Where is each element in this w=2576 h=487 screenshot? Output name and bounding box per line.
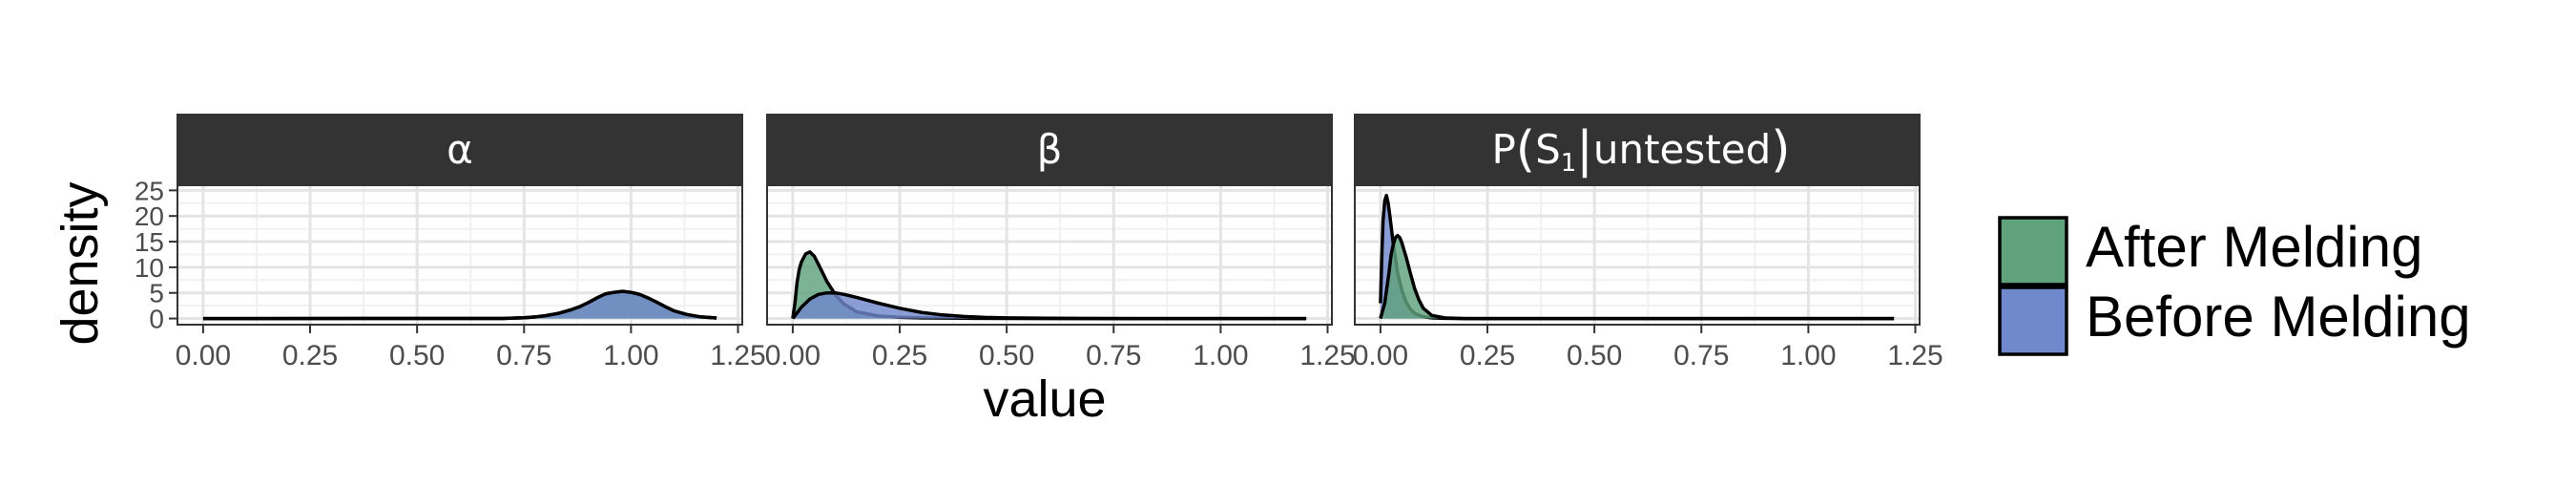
label-subject: S	[1535, 126, 1561, 173]
x-tick-label: 0.00	[1353, 340, 1408, 371]
facet-strip	[766, 114, 1333, 186]
y-tick-label: 15	[135, 227, 164, 257]
x-tick-label: 1.25	[1299, 340, 1355, 371]
legend-label: Before Melding	[2086, 285, 2471, 349]
x-tick-label: 0.50	[1567, 340, 1622, 371]
label-subscript: 1	[1561, 149, 1577, 178]
x-tick-label: 0.50	[979, 340, 1034, 371]
facet-strip-label: β	[1037, 126, 1063, 173]
x-tick-label: 1.25	[710, 340, 765, 371]
x-tick-label: 0.75	[1673, 340, 1729, 371]
x-axis-title: value	[983, 371, 1106, 428]
x-tick-label: 0.00	[176, 340, 231, 371]
legend-key	[1998, 216, 2068, 286]
y-axis-title: density	[52, 181, 109, 345]
y-tick-label: 10	[135, 253, 164, 283]
x-tick-label: 0.00	[765, 340, 821, 371]
x-tick-label: 1.25	[1887, 340, 1942, 371]
y-tick-label: 25	[135, 176, 164, 205]
label-condition: untested	[1593, 126, 1771, 173]
panel-border	[177, 184, 743, 326]
x-tick-label: 1.00	[1193, 340, 1248, 371]
label-open-paren: (	[1516, 121, 1535, 179]
x-tick-label: 0.25	[1460, 340, 1515, 371]
label-close-paren: )	[1771, 121, 1790, 179]
y-tick-label: 5	[149, 279, 164, 308]
facet-strip-label: α	[447, 126, 473, 173]
facet-panel: P(S1|untested) 0.00 0.25 0.50 0.75 1.00 1.25	[1353, 114, 1943, 371]
density-outline	[202, 289, 717, 321]
x-tick-label: 0.25	[872, 340, 927, 371]
label-prefix: P	[1491, 126, 1515, 173]
facet-strip	[177, 114, 743, 186]
facet-strip-label: P(S1|untested)	[1491, 121, 1790, 179]
facet-strip	[1354, 114, 1921, 186]
panel-border	[766, 184, 1333, 326]
x-tick-label: 0.25	[282, 340, 338, 371]
x-tick-label: 0.75	[496, 340, 551, 371]
density-outline	[791, 290, 1307, 321]
legend-key	[1998, 286, 2068, 356]
panel-border	[1354, 184, 1921, 326]
density-area	[202, 291, 717, 319]
y-tick-label: 0	[149, 305, 164, 334]
label-bar: |	[1576, 121, 1593, 179]
facet-panel: β 0.00 0.25 0.50 0.75 1.00 1.25	[765, 114, 1356, 371]
y-tick-label: 20	[135, 201, 164, 231]
x-tick-label: 1.00	[603, 340, 658, 371]
x-tick-label: 0.50	[389, 340, 445, 371]
legend-label: After Melding	[2086, 215, 2423, 279]
density-outline	[1379, 233, 1895, 321]
x-tick-label: 1.00	[1780, 340, 1836, 371]
x-tick-label: 0.75	[1086, 340, 1141, 371]
